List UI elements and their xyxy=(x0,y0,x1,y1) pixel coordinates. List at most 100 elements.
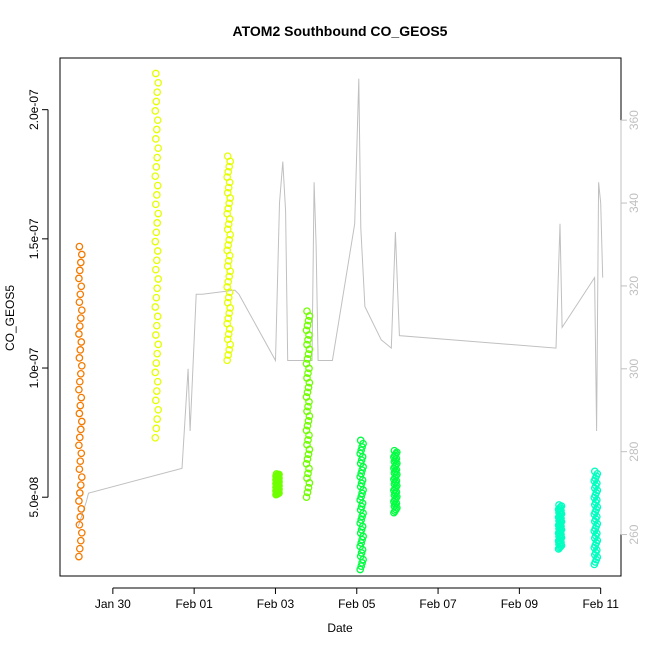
data-point xyxy=(223,188,232,197)
data-point xyxy=(154,144,163,153)
data-point xyxy=(224,277,233,286)
data-point xyxy=(152,256,161,265)
data-point xyxy=(75,497,83,505)
data-point xyxy=(77,417,86,426)
data-point xyxy=(151,135,160,143)
data-point xyxy=(153,153,162,162)
data-point xyxy=(304,383,313,392)
y2-tick-label: 320 xyxy=(627,276,641,296)
data-point xyxy=(357,562,366,571)
data-point xyxy=(153,284,162,293)
x-tick-label: Feb 03 xyxy=(257,597,295,611)
data-point xyxy=(153,312,162,321)
data-point xyxy=(153,415,162,423)
data-point xyxy=(590,467,599,476)
data-point xyxy=(224,183,233,192)
data-point xyxy=(224,168,233,176)
secondary-y-axis: 260 280 300 320 340 360 xyxy=(620,110,641,545)
data-point xyxy=(357,516,366,524)
data-point xyxy=(76,258,85,267)
data-point xyxy=(77,393,86,402)
data-point xyxy=(75,274,83,283)
data-point xyxy=(152,163,161,171)
points-layer xyxy=(75,69,602,574)
data-point xyxy=(76,481,85,489)
data-point xyxy=(75,465,84,474)
y2-tick-label: 280 xyxy=(627,441,641,461)
data-point xyxy=(151,396,160,405)
data-point xyxy=(151,433,160,442)
data-point xyxy=(223,335,232,344)
y-tick-label: 1.0e-07 xyxy=(27,347,41,388)
data-point xyxy=(304,436,312,444)
data-point xyxy=(76,369,85,378)
data-point xyxy=(153,181,162,190)
data-point xyxy=(153,377,162,386)
data-point xyxy=(75,322,84,330)
data-point xyxy=(75,266,84,275)
data-point xyxy=(356,482,365,491)
data-point xyxy=(303,388,312,397)
data-point xyxy=(303,474,311,482)
data-point xyxy=(302,393,311,401)
data-point xyxy=(223,209,232,218)
data-point xyxy=(75,354,84,362)
data-point xyxy=(356,542,365,551)
data-point xyxy=(76,513,85,521)
data-point xyxy=(303,407,311,416)
plot-frame xyxy=(59,57,622,577)
data-point xyxy=(302,493,311,502)
data-point xyxy=(223,225,232,234)
data-point xyxy=(75,489,84,497)
data-point xyxy=(356,565,365,574)
data-point xyxy=(152,424,161,433)
data-point xyxy=(153,349,162,358)
data-point xyxy=(224,220,233,229)
data-point xyxy=(356,459,365,468)
data-point xyxy=(75,377,84,386)
data-point xyxy=(223,246,232,255)
y-axis: 5.0e-08 1.0e-07 1.5e-07 2.0e-07 xyxy=(27,89,49,518)
data-point xyxy=(304,469,312,478)
data-point xyxy=(223,152,232,161)
data-point xyxy=(223,173,232,181)
y-axis-label: CO_GEOS5 xyxy=(3,285,17,351)
data-point xyxy=(225,236,234,244)
data-point xyxy=(151,200,160,209)
data-point xyxy=(151,368,160,377)
data-point xyxy=(76,290,85,299)
data-point xyxy=(77,361,86,370)
y-tick-label: 2.0e-07 xyxy=(27,89,41,130)
data-point xyxy=(224,314,233,323)
chart-title: ATOM2 Southbound CO_GEOS5 xyxy=(233,23,448,39)
x-tick-label: Feb 01 xyxy=(175,597,213,611)
x-tick-label: Feb 11 xyxy=(582,597,619,611)
data-point xyxy=(223,262,232,270)
data-point xyxy=(357,446,366,455)
data-point xyxy=(75,433,84,442)
data-point xyxy=(152,321,161,330)
data-point xyxy=(75,544,84,553)
data-point xyxy=(303,307,311,316)
data-point xyxy=(356,552,365,561)
data-point xyxy=(77,473,86,481)
data-point xyxy=(153,116,162,125)
y2-tick-label: 360 xyxy=(627,110,641,130)
data-point xyxy=(356,519,365,528)
data-point xyxy=(302,426,311,435)
data-point xyxy=(356,506,365,514)
data-point xyxy=(77,505,86,513)
data-point xyxy=(304,316,313,325)
data-point xyxy=(224,204,233,213)
data-point xyxy=(303,321,312,330)
data-point xyxy=(303,340,311,349)
data-point xyxy=(77,528,86,537)
data-point xyxy=(154,78,163,87)
data-point xyxy=(75,441,83,450)
data-point xyxy=(304,369,312,378)
data-point xyxy=(225,199,234,208)
data-point xyxy=(303,440,311,449)
data-point xyxy=(304,402,312,411)
data-point xyxy=(356,472,365,481)
data-point xyxy=(224,351,233,359)
